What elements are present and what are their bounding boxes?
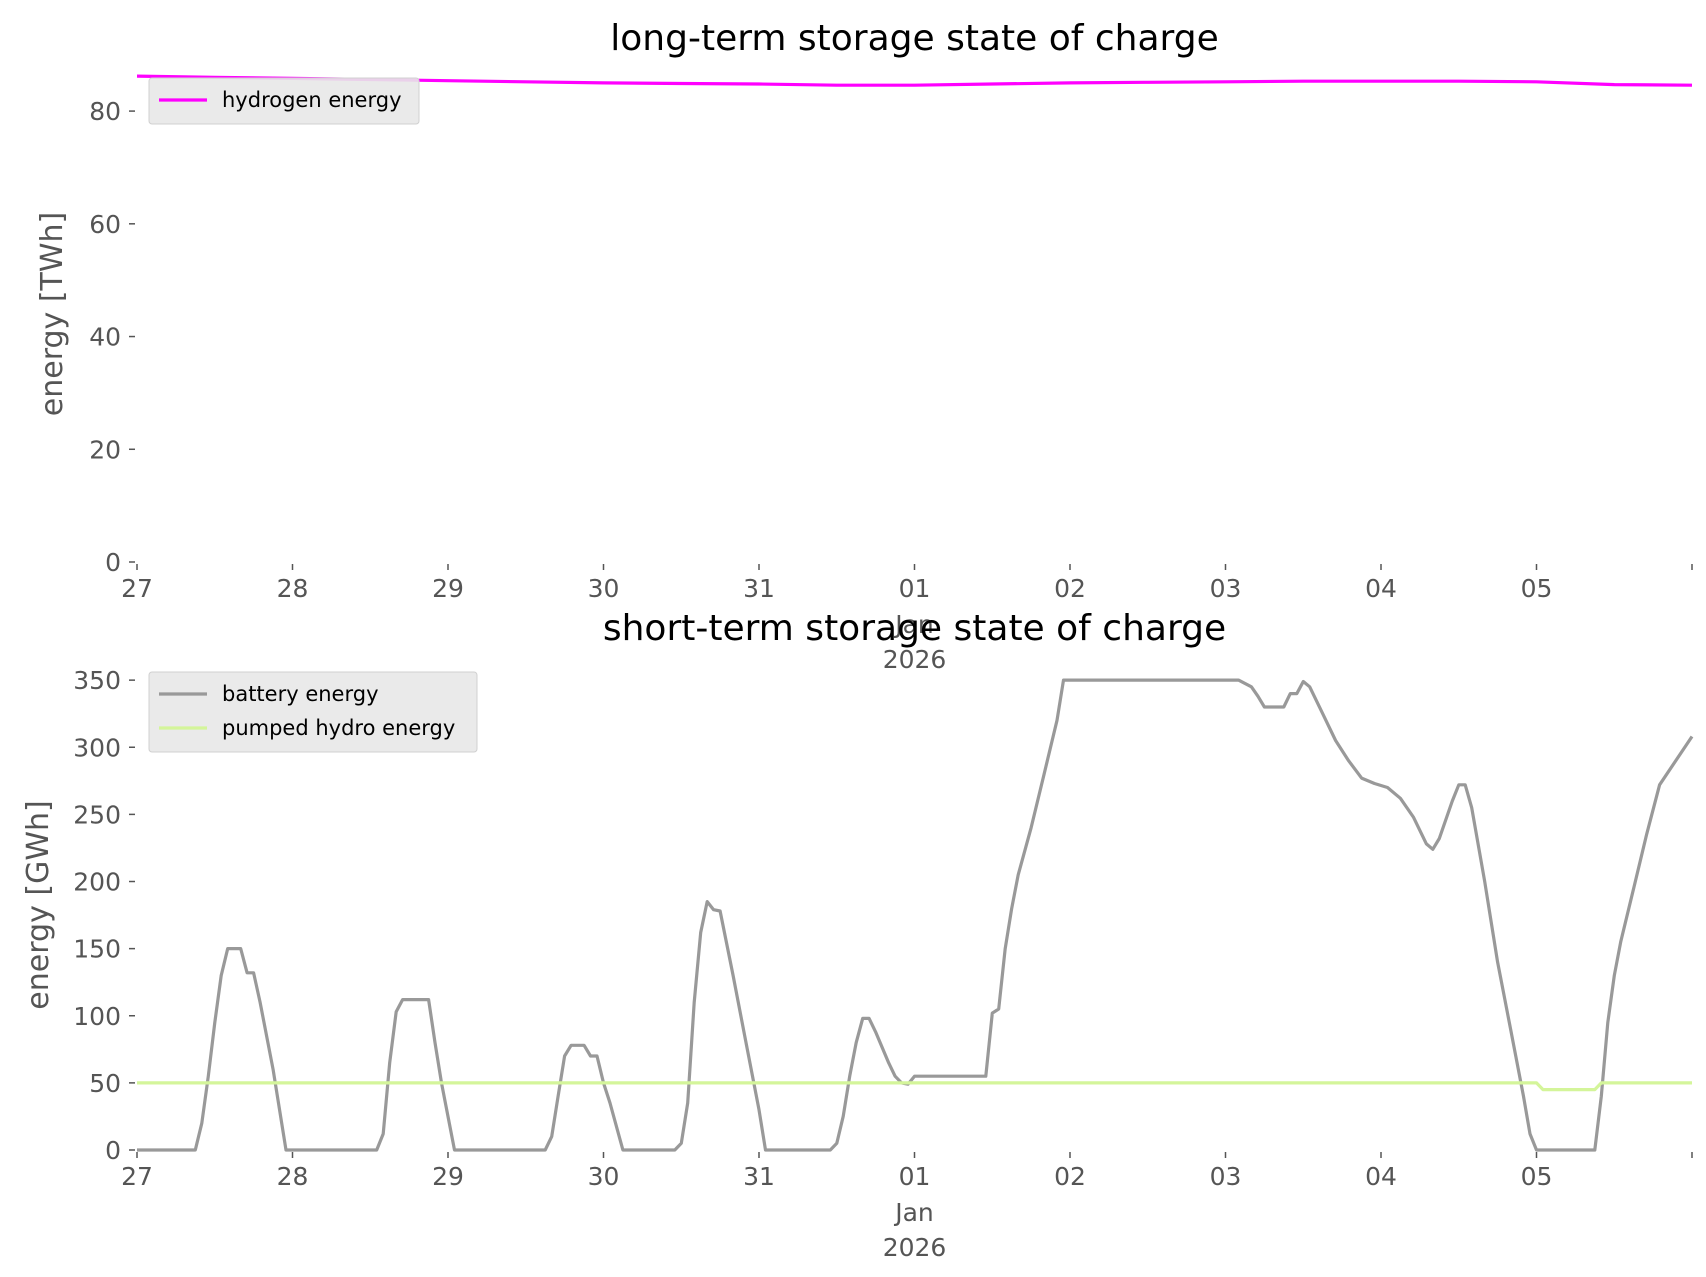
x-tick-label: 27 — [121, 574, 153, 603]
x-tick-label: 02 — [1054, 574, 1086, 603]
x-tick-label: 31 — [743, 574, 775, 603]
long-term-storage-panel: long-term storage state of charge energy … — [35, 18, 1693, 674]
y-tick-label: 300 — [73, 733, 121, 762]
x-tick-label: 04 — [1365, 1162, 1397, 1191]
legend-label: battery energy — [222, 682, 379, 706]
x-tick-label: 30 — [588, 1162, 620, 1191]
x-tick-label: 05 — [1521, 574, 1553, 603]
series-line-pumped-hydro-energy — [137, 1081, 1692, 1092]
y-tick-label: 200 — [73, 868, 121, 897]
y-tick-label: 100 — [73, 1002, 121, 1031]
legend-box — [148, 77, 420, 125]
x-tick-label: 05 — [1521, 1162, 1553, 1191]
x-tick-label: 27 — [121, 1162, 153, 1191]
x-tick-label: 30 — [588, 574, 620, 603]
y-tick-label: 50 — [89, 1069, 121, 1098]
x-tick-label: 29 — [432, 574, 464, 603]
y-tick-label: 20 — [89, 435, 121, 464]
y-tick-label: 350 — [73, 666, 121, 695]
chart-title: short-term storage state of charge — [603, 608, 1226, 649]
series-line-battery-energy — [137, 678, 1694, 1152]
x-tick-sublabel: 2026 — [883, 1233, 947, 1262]
x-tick-label: 01 — [899, 574, 931, 603]
x-tick-label: 03 — [1210, 574, 1242, 603]
x-tick-sublabel: Jan — [893, 1198, 934, 1227]
x-tick-label: 28 — [277, 574, 309, 603]
chart-title: long-term storage state of charge — [610, 18, 1218, 59]
x-tick-label: 03 — [1210, 1162, 1242, 1191]
legend-label: hydrogen energy — [222, 88, 402, 112]
legend-box — [148, 671, 478, 753]
y-tick-label: 250 — [73, 800, 121, 829]
y-axis-label: energy [GWh] — [21, 800, 56, 1009]
x-tick-sublabel: Jan — [893, 610, 934, 639]
y-tick-label: 80 — [89, 97, 121, 126]
x-tick-label: 29 — [432, 1162, 464, 1191]
x-tick-label: 01 — [899, 1162, 931, 1191]
y-tick-label: 0 — [105, 1136, 121, 1165]
y-tick-label: 0 — [105, 548, 121, 577]
x-tick-label: 31 — [743, 1162, 775, 1191]
x-tick-label: 04 — [1365, 574, 1397, 603]
legend-label: pumped hydro energy — [222, 716, 455, 740]
y-axis-label: energy [TWh] — [35, 212, 70, 416]
x-tick-label: 28 — [277, 1162, 309, 1191]
y-tick-label: 60 — [89, 210, 121, 239]
y-tick-label: 150 — [73, 935, 121, 964]
x-tick-sublabel: 2026 — [883, 645, 947, 674]
y-tick-label: 40 — [89, 323, 121, 352]
short-term-storage-panel: short-term storage state of charge energy… — [21, 608, 1694, 1262]
x-tick-label: 02 — [1054, 1162, 1086, 1191]
